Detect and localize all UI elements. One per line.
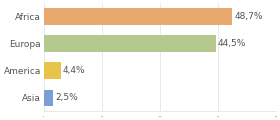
Bar	[44, 8, 232, 25]
Text: 48,7%: 48,7%	[234, 12, 263, 21]
Text: 4,4%: 4,4%	[63, 66, 86, 75]
Text: 2,5%: 2,5%	[56, 93, 78, 102]
Bar	[44, 35, 216, 52]
Bar	[44, 63, 61, 79]
Bar	[44, 90, 53, 106]
Text: 44,5%: 44,5%	[218, 39, 246, 48]
